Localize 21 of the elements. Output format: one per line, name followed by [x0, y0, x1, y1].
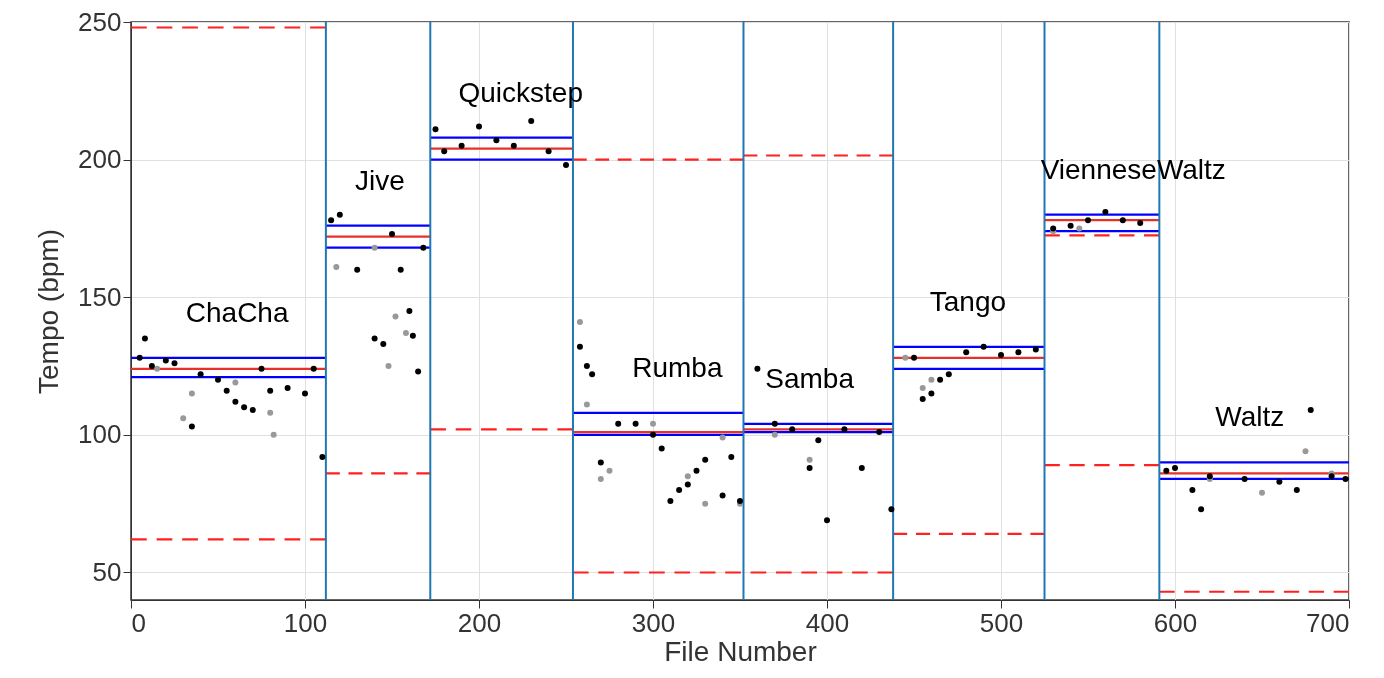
x-tick-label: 600	[1153, 607, 1198, 638]
x-axis-title: File Number	[664, 635, 817, 667]
y-axis-title: Tempo (bpm)	[33, 229, 65, 394]
x-tick-label: 400	[805, 607, 850, 638]
annotation: ChaCha	[185, 296, 289, 328]
annotation: Jive	[354, 164, 405, 196]
annotation: Tango	[929, 285, 1007, 317]
annotation: Rumba	[632, 351, 723, 383]
x-tick-label: 700	[1306, 607, 1350, 638]
x-tick-label: 0	[131, 607, 146, 638]
y-tick-label: 200	[78, 144, 122, 175]
y-tick-label: 100	[78, 419, 122, 450]
x-tick-label: 500	[979, 607, 1024, 638]
x-tick-label: 300	[631, 607, 676, 638]
y-tick-label: 50	[92, 556, 122, 587]
y-tick-label: 150	[78, 281, 122, 312]
x-tick-label: 100	[283, 607, 328, 638]
x-tick-label: 200	[457, 607, 502, 638]
y-tick-label: 250	[78, 6, 122, 37]
annotation: Samba	[765, 362, 855, 394]
annotation: Waltz	[1215, 401, 1285, 433]
